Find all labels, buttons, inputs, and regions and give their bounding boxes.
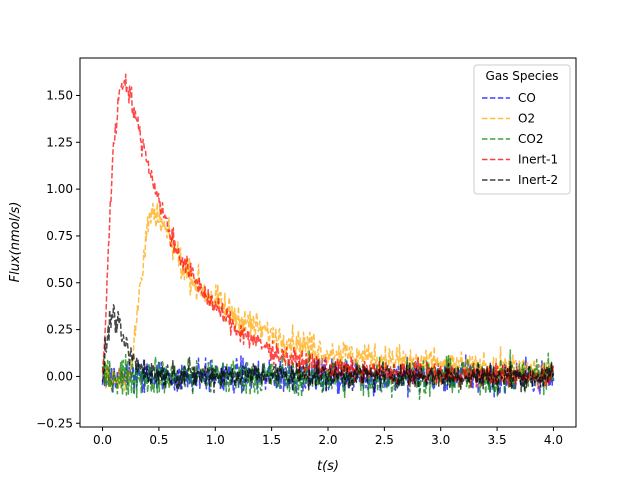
x-tick-label: 2.0 <box>318 433 337 447</box>
x-axis: 0.0 0.5 1.0 1.5 2.0 2.5 3.0 3.5 4.0 <box>93 427 563 447</box>
y-tick-label: 1.00 <box>46 182 73 196</box>
x-tick-label: 3.5 <box>488 433 507 447</box>
legend-label: CO2 <box>518 132 543 146</box>
y-tick-label: 0.50 <box>46 276 73 290</box>
x-tick-label: 1.0 <box>206 433 225 447</box>
x-tick-label: 0.5 <box>149 433 168 447</box>
y-tick-label: 0.00 <box>46 369 73 383</box>
legend-title: Gas Species <box>486 69 559 83</box>
series-layer <box>101 73 555 401</box>
y-axis-label: Flux(nmol/s) <box>8 202 23 283</box>
y-tick-label: 1.25 <box>46 135 73 149</box>
legend-label: Inert-1 <box>518 153 558 167</box>
x-tick-label: 0.0 <box>93 433 112 447</box>
y-axis: −0.25 0.00 0.25 0.50 0.75 1.00 1.25 1.50 <box>36 88 80 430</box>
legend-label: CO <box>518 91 536 105</box>
legend-label: O2 <box>518 112 535 126</box>
x-axis-label: t(s) <box>317 459 339 474</box>
y-tick-label: −0.25 <box>36 416 73 430</box>
series-line-inert-2 <box>101 304 555 395</box>
x-tick-label: 3.0 <box>431 433 450 447</box>
legend-label: Inert-2 <box>518 173 558 187</box>
x-tick-label: 4.0 <box>544 433 563 447</box>
x-tick-label: 1.5 <box>262 433 281 447</box>
x-tick-label: 2.5 <box>375 433 394 447</box>
y-tick-label: 1.50 <box>46 88 73 102</box>
legend: Gas Species CO O2 CO2 Inert-1 Inert-2 <box>473 64 571 195</box>
y-tick-label: 0.75 <box>46 229 73 243</box>
y-tick-label: 0.25 <box>46 323 73 337</box>
legend-items: CO O2 CO2 Inert-1 Inert-2 <box>482 91 558 187</box>
